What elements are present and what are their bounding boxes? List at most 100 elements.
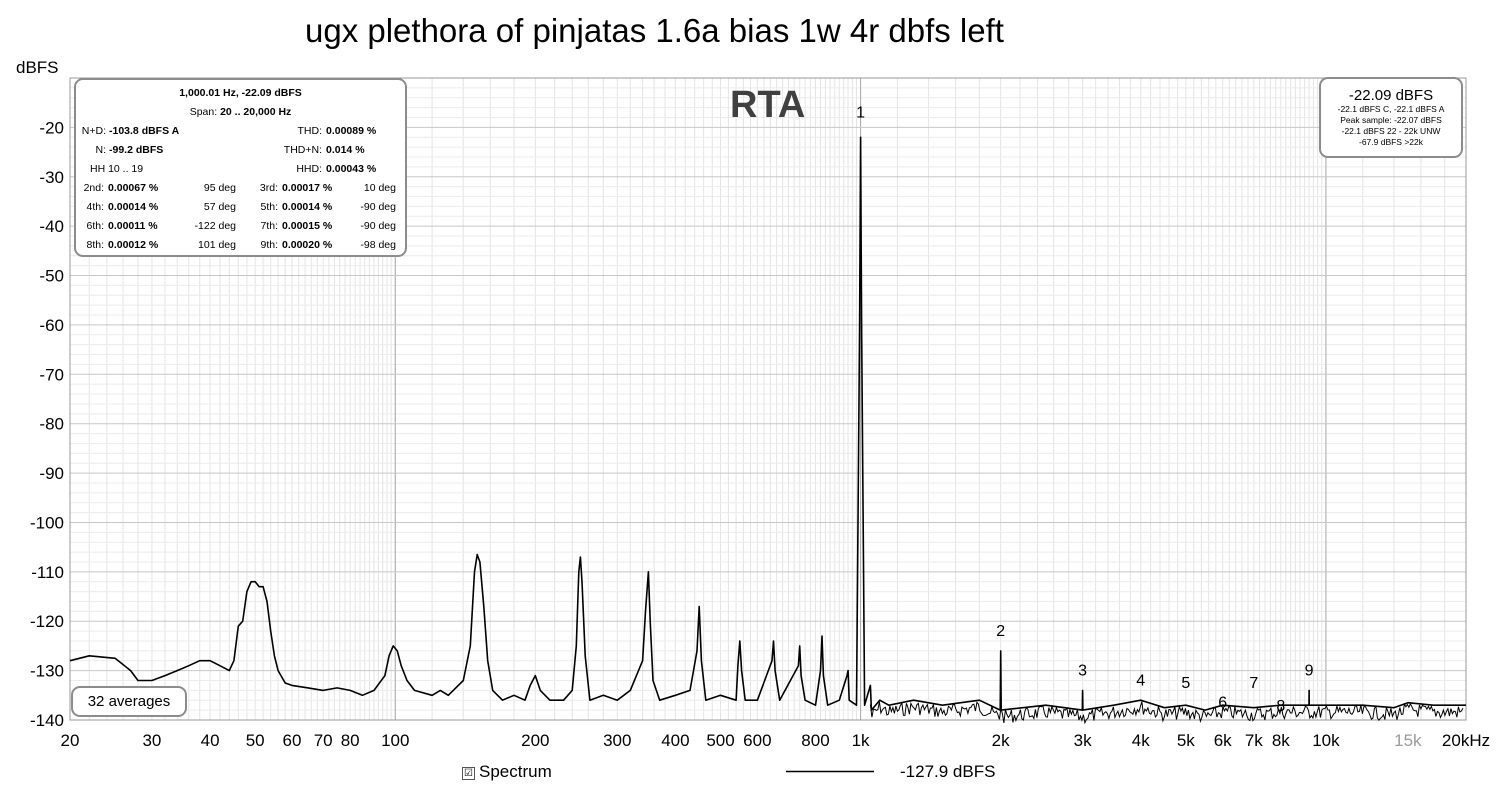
harmonic-d1: 57 deg — [203, 201, 236, 213]
x-tick-label: 300 — [603, 731, 631, 750]
hhd-label: HHD: — [296, 163, 322, 175]
averages-badge[interactable]: 32 averages — [71, 686, 187, 717]
x-tick-label: 30 — [142, 731, 161, 750]
y-tick-label: -110 — [31, 563, 64, 582]
y-tick-label: -40 — [39, 217, 64, 236]
harmonic-d2: -90 deg — [360, 201, 396, 213]
harmonic-marker: 9 — [1305, 663, 1314, 680]
harmonic-l1: 4th: — [86, 201, 104, 213]
n-value: -99.2 dBFS — [109, 144, 164, 156]
harmonic-marker: 7 — [1249, 675, 1258, 692]
nd-label: N+D: — [81, 125, 106, 137]
harmonic-v2: 0.00015 % — [282, 220, 333, 232]
n-label: N: — [95, 144, 107, 156]
x-tick-label: 20kHz — [1442, 731, 1490, 750]
x-tick-label: 4k — [1132, 731, 1150, 750]
legend-series-label: Spectrum — [479, 762, 552, 781]
cursor-value: -127.9 dBFS — [900, 762, 996, 781]
x-tick-label: 5k — [1177, 731, 1195, 750]
harmonic-v2: 0.00017 % — [282, 182, 333, 194]
y-tick-label: -50 — [39, 267, 64, 286]
x-tick-label: 2k — [992, 731, 1010, 750]
level-line-2: Peak sample: -22.07 dBFS — [1340, 115, 1442, 125]
x-tick-label: 15k — [1394, 731, 1422, 750]
distortion-stats-panel[interactable]: 1,000.01 Hz, -22.09 dBFS Span: 20 .. 20,… — [74, 78, 407, 257]
harmonic-v2: 0.00020 % — [282, 239, 333, 251]
x-tick-label: 8k — [1272, 731, 1290, 750]
thdn-label: THD+N: — [283, 144, 322, 156]
harmonic-marker: 5 — [1181, 675, 1190, 692]
x-tick-label: 100 — [381, 731, 409, 750]
harmonic-v2: 0.00014 % — [282, 201, 333, 213]
level-main: -22.09 dBFS — [1348, 87, 1434, 104]
x-tick-label: 40 — [201, 731, 220, 750]
legend-spectrum[interactable]: ☑ Spectrum — [462, 762, 552, 782]
x-tick-label: 200 — [521, 731, 549, 750]
y-tick-label: -120 — [30, 612, 64, 631]
harmonic-d1: 95 deg — [203, 182, 236, 194]
thd-value: 0.00089 % — [326, 125, 377, 137]
harmonic-l1: 2nd: — [83, 182, 104, 194]
y-tick-label: -30 — [39, 168, 64, 187]
plot-frame — [69, 77, 1467, 721]
x-tick-label: 20 — [61, 731, 80, 750]
span-label: Span: — [189, 106, 218, 118]
harmonic-marker: 4 — [1136, 672, 1145, 689]
harmonic-d2: 10 deg — [363, 182, 396, 194]
x-tick-label: 60 — [283, 731, 302, 750]
x-tick-label: 500 — [706, 731, 734, 750]
harmonic-marker: 8 — [1276, 698, 1285, 715]
harmonic-marker: 3 — [1078, 663, 1087, 680]
harmonic-l2: 5th: — [260, 201, 278, 213]
chart-title: ugx plethora of pinjatas 1.6a bias 1w 4r… — [305, 12, 1004, 49]
y-tick-label: -100 — [30, 513, 64, 532]
checkbox-icon[interactable]: ☑ — [462, 767, 475, 780]
legend-line-swatch — [786, 770, 874, 773]
stats-header: 1,000.01 Hz, -22.09 dBFS — [179, 87, 302, 99]
level-readout-panel[interactable]: -22.09 dBFS -22.1 dBFS C, -22.1 dBFS A P… — [1319, 77, 1463, 158]
thd-label: THD: — [297, 125, 323, 137]
harmonic-l1: 6th: — [86, 220, 104, 232]
nd-value: -103.8 dBFS A — [109, 125, 180, 137]
x-tick-label: 400 — [661, 731, 689, 750]
y-axis-unit: dBFS — [16, 58, 59, 77]
x-tick-label: 6k — [1214, 731, 1232, 750]
x-tick-label: 70 — [314, 731, 333, 750]
harmonic-d1: 101 deg — [198, 239, 236, 251]
harmonic-d2: -90 deg — [360, 220, 396, 232]
x-tick-label: 10k — [1312, 731, 1340, 750]
series-layer — [69, 136, 1466, 725]
x-tick-label: 800 — [801, 731, 829, 750]
harmonic-l1: 8th: — [86, 239, 104, 251]
harmonic-d2: -98 deg — [360, 239, 396, 251]
y-tick-label: -20 — [39, 118, 64, 137]
harmonic-d1: -122 deg — [194, 220, 236, 232]
x-tick-label: 50 — [246, 731, 265, 750]
harmonic-l2: 9th: — [260, 239, 278, 251]
hhd-value: 0.00043 % — [326, 163, 377, 175]
y-tick-label: -80 — [39, 415, 64, 434]
level-line-1: -22.1 dBFS C, -22.1 dBFS A — [1337, 104, 1445, 114]
x-axis-ticks: 20 30 40 50 60 70 80 100 200 300 400 500 600 800 1k 2k 3… — [61, 731, 1491, 750]
hh-label: HH 10 .. 19 — [90, 163, 144, 175]
harmonic-v1: 0.00014 % — [108, 201, 159, 213]
series-line-spectrum — [69, 136, 1466, 711]
harmonic-marker: 1 — [856, 105, 865, 122]
harmonic-markers: 1 2 3 4 5 6 7 8 9 — [856, 105, 1313, 716]
x-tick-label: 80 — [341, 731, 360, 750]
x-tick-label: 3k — [1074, 731, 1092, 750]
harmonic-marker: 6 — [1218, 695, 1227, 712]
y-tick-label: -90 — [39, 464, 64, 483]
rta-label: RTA — [730, 84, 806, 126]
level-line-4: -67.9 dBFS >22k — [1358, 137, 1424, 147]
y-tick-label: -130 — [30, 662, 64, 681]
y-tick-label: -140 — [30, 711, 64, 730]
span-row: Span: 20 .. 20,000 Hz — [76, 106, 405, 118]
span-value: 20 .. 20,000 Hz — [220, 106, 292, 118]
x-tick-label: 600 — [743, 731, 771, 750]
y-tick-label: -60 — [39, 316, 64, 335]
harmonic-v1: 0.00012 % — [108, 239, 159, 251]
harmonic-v1: 0.00011 % — [108, 220, 158, 232]
harmonic-marker: 2 — [996, 623, 1005, 640]
harmonic-l2: 3rd: — [259, 182, 278, 194]
